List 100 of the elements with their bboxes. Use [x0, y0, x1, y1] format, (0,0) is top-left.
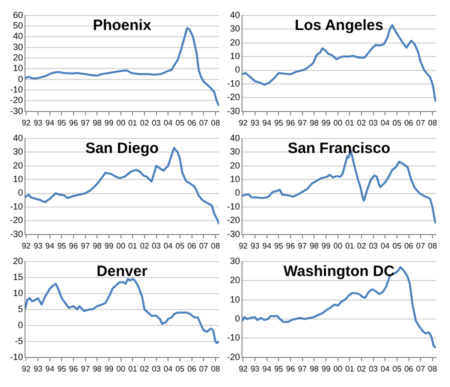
y-tick-label: 30 [230, 146, 240, 157]
x-tick-label: 03 [152, 364, 162, 374]
y-tick-label: 20 [230, 275, 240, 286]
x-tick-label: 05 [176, 241, 185, 250]
y-tick-label: 10 [230, 174, 240, 184]
y-tick-label: 10 [12, 288, 24, 298]
x-tick-label: 00 [116, 364, 126, 374]
x-tick-label: 06 [404, 118, 414, 128]
x-tick-label: 03 [368, 118, 378, 128]
x-tick-label: 07 [416, 241, 426, 250]
y-tick-label: -30 [226, 228, 240, 239]
x-tick-label: 99 [104, 364, 114, 374]
x-tick-label: 95 [274, 364, 284, 374]
x-tick-label: 00 [116, 241, 126, 250]
x-tick-label: 92 [238, 241, 248, 250]
y-tick-label: 20 [12, 160, 24, 170]
x-tick-label: 99 [322, 118, 331, 128]
x-tick-label: 97 [80, 118, 90, 128]
x-tick-label: 02 [357, 118, 366, 128]
x-tick-label: 92 [22, 364, 32, 374]
y-tick-label: 60 [12, 10, 24, 20]
x-tick-label: 94 [45, 364, 55, 374]
x-tick-label: 92 [238, 118, 248, 128]
x-tick-label: 92 [238, 364, 248, 374]
x-tick-label: 01 [128, 241, 138, 250]
x-tick-label: 98 [92, 241, 102, 250]
x-tick-label: 00 [333, 364, 343, 374]
x-tick-label: 98 [92, 364, 102, 374]
x-tick-label: 04 [380, 241, 390, 250]
x-tick-label: 94 [262, 364, 272, 374]
x-tick-label: 08 [428, 364, 438, 374]
y-tick-label: -30 [10, 106, 24, 116]
y-tick-label: -10 [226, 78, 240, 88]
x-tick-label: 93 [250, 241, 260, 250]
x-tick-label: 95 [57, 364, 67, 374]
chart-title: Los Angeles [294, 17, 384, 34]
y-tick-label: -30 [226, 106, 240, 116]
y-tick-label: -20 [226, 352, 240, 362]
x-tick-label: 98 [92, 118, 102, 128]
x-tick-label: 93 [34, 118, 44, 128]
y-tick-label: -10 [226, 332, 240, 343]
x-tick-label: 93 [34, 364, 44, 374]
y-tick-label: 0 [18, 188, 24, 198]
x-tick-label: 08 [211, 364, 220, 374]
x-tick-label: 96 [69, 118, 78, 128]
y-tick-label: -20 [226, 92, 240, 102]
y-tick-label: 40 [12, 31, 24, 42]
x-tick-label: 06 [187, 364, 197, 374]
y-tick-label: 10 [12, 174, 24, 184]
x-tick-label: 94 [45, 241, 55, 250]
x-tick-label: 00 [333, 241, 343, 250]
y-tick-label: 40 [230, 10, 240, 20]
x-tick-label: 96 [69, 364, 78, 374]
x-tick-label: 01 [128, 118, 138, 128]
x-tick-label: 99 [322, 364, 331, 374]
x-tick-label: 04 [164, 364, 174, 374]
chart-title: Denver [96, 263, 148, 280]
x-tick-label: 95 [57, 118, 67, 128]
x-tick-label: 08 [428, 241, 438, 250]
x-tick-label: 02 [140, 118, 150, 128]
y-tick-label: 30 [230, 256, 240, 266]
chart-title: San Diego [85, 140, 159, 158]
x-tick-label: 04 [380, 364, 390, 374]
x-tick-label: 97 [80, 241, 90, 250]
y-tick-label: 20 [12, 256, 24, 266]
x-tick-label: 03 [152, 118, 162, 128]
x-tick-label: 07 [416, 364, 426, 374]
x-tick-label: 94 [262, 118, 272, 128]
x-tick-label: 01 [345, 241, 355, 250]
x-tick-label: 97 [298, 118, 308, 128]
y-tick-label: -5 [14, 336, 24, 346]
x-tick-label: 05 [392, 364, 402, 374]
x-tick-label: 93 [34, 241, 44, 250]
x-tick-label: 01 [345, 364, 355, 374]
x-tick-label: 94 [262, 241, 272, 250]
y-tick-label: -20 [226, 215, 240, 226]
x-tick-label: 05 [392, 241, 402, 250]
x-tick-label: 98 [310, 241, 320, 250]
x-tick-label: 05 [176, 118, 185, 128]
x-tick-label: 06 [187, 241, 197, 250]
x-tick-label: 92 [22, 241, 32, 250]
y-tick-label: 10 [230, 51, 240, 62]
x-tick-label: 96 [286, 241, 296, 250]
x-tick-label: 03 [368, 364, 378, 374]
x-tick-label: 96 [286, 364, 296, 374]
y-tick-label: 0 [234, 64, 240, 75]
y-tick-label: 30 [230, 24, 240, 34]
x-tick-label: 96 [286, 118, 296, 128]
x-tick-label: 01 [128, 364, 138, 374]
y-tick-label: 0 [18, 320, 24, 330]
x-tick-label: 97 [298, 241, 308, 250]
y-tick-label: -20 [10, 95, 24, 106]
y-tick-label: 20 [230, 160, 240, 170]
y-tick-label: 20 [12, 52, 24, 63]
x-tick-label: 05 [176, 364, 185, 374]
y-tick-label: 15 [12, 272, 24, 282]
x-tick-label: 02 [140, 364, 150, 374]
x-tick-label: 95 [274, 118, 284, 128]
x-tick-label: 95 [57, 241, 67, 250]
x-tick-label: 06 [404, 241, 414, 250]
